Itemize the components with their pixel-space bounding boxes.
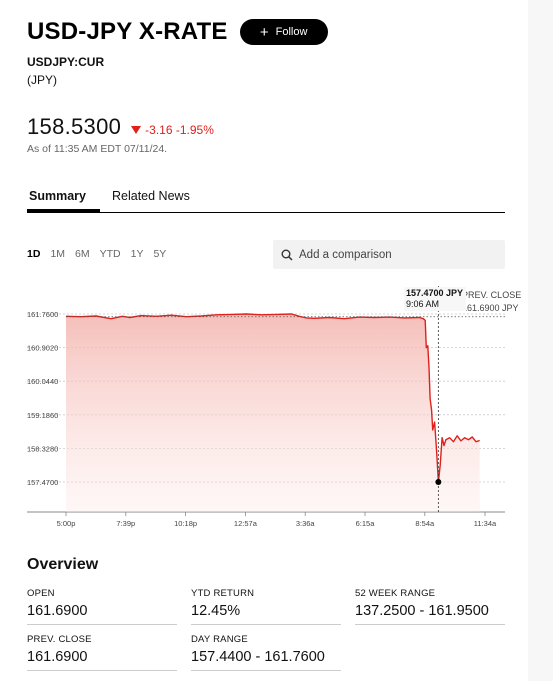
stat-label: YTD RETURN (191, 588, 255, 599)
price-row: 158.5300 -3.16 -1.95% (27, 114, 214, 140)
price-change: -3.16 -1.95% (131, 123, 214, 137)
change-value: -3.16 (145, 123, 173, 137)
range-1m[interactable]: 1M (50, 248, 66, 260)
price-chart[interactable]: 161.7600 160.9020 160.0440 159.1860 158.3280… (0, 280, 528, 530)
page-title: USD-JPY X-RATE (27, 18, 228, 45)
tooltip-time: 9:06 AM (406, 299, 440, 309)
plus-icon: + (259, 23, 269, 41)
prev-close-title: PREV. CLOSE (462, 290, 522, 300)
stat-day-range: DAY RANGE 157.4400 - 161.7600 (191, 634, 341, 671)
x-tick-label: 7:39p (116, 519, 135, 528)
x-tick-label: 6:15a (356, 519, 376, 528)
stat-ytd-return: YTD RETURN 12.45% (191, 588, 341, 625)
search-icon (281, 249, 293, 261)
prev-close-label: PREV. CLOSE 161.6900 JPY (462, 289, 522, 315)
right-scroll-gutter (528, 0, 553, 681)
stat-52-week-range: 52 WEEK RANGE 137.2500 - 161.9500 (355, 588, 505, 625)
tab-bar: Summary Related News (27, 189, 505, 213)
prev-close-value: 161.6900 JPY (462, 303, 519, 313)
last-price: 158.5300 (27, 114, 122, 139)
stat-value: 12.45% (191, 603, 341, 625)
stat-value: 137.2500 - 161.9500 (355, 603, 505, 625)
x-tick-label: 12:57a (234, 519, 258, 528)
y-tick-label: 161.7600 (27, 310, 58, 319)
down-arrow-icon (131, 126, 142, 134)
title-row: USD-JPY X-RATE + Follow (27, 18, 328, 46)
crosshair-point (435, 479, 442, 485)
range-6m[interactable]: 6M (75, 248, 90, 260)
x-tick-label: 8:54a (415, 519, 435, 528)
stat-prev-close: PREV. CLOSE 161.6900 (27, 634, 177, 671)
price-area (66, 314, 480, 512)
tab-related-news[interactable]: Related News (112, 189, 190, 203)
x-tick-label: 11:34a (474, 519, 497, 528)
currency-label: (JPY) (27, 73, 57, 87)
stat-open: OPEN 161.6900 (27, 588, 177, 625)
stat-label: OPEN (27, 588, 55, 599)
range-1y[interactable]: 1Y (130, 248, 144, 260)
range-ytd[interactable]: YTD (99, 248, 121, 260)
change-percent: -1.95% (175, 123, 214, 137)
x-tick-label: 10:18p (174, 519, 197, 528)
stat-label: 52 WEEK RANGE (355, 588, 436, 599)
range-selector: 1D 1M 6M YTD 1Y 5Y (27, 248, 176, 260)
comparison-box[interactable] (273, 240, 505, 269)
range-5y[interactable]: 5Y (153, 248, 167, 260)
ticker-symbol: USDJPY:CUR (27, 55, 105, 69)
active-tab-indicator (27, 209, 100, 212)
stat-value: 157.4400 - 161.7600 (191, 649, 341, 671)
as-of-timestamp: As of 11:35 AM EDT 07/11/24. (27, 143, 168, 155)
y-tick-label: 158.3280 (27, 444, 58, 453)
stat-label: DAY RANGE (191, 634, 248, 645)
hover-tooltip: 157.4700 JPY 9:06 AM (404, 287, 466, 311)
tooltip-value: 157.4700 JPY (406, 288, 464, 298)
range-1d[interactable]: 1D (27, 248, 41, 260)
price-line (65, 313, 480, 483)
y-tick-label: 157.4700 (27, 478, 58, 487)
x-tick-label: 3:36a (296, 519, 316, 528)
tab-summary[interactable]: Summary (29, 189, 86, 203)
y-tick-label: 160.9020 (27, 344, 58, 353)
stat-value: 161.6900 (27, 603, 177, 625)
follow-button[interactable]: + Follow (239, 19, 328, 45)
y-tick-label: 159.1860 (27, 411, 58, 420)
comparison-input[interactable] (299, 248, 489, 261)
stat-label: PREV. CLOSE (27, 634, 92, 645)
x-tick-label: 5:00p (57, 519, 76, 528)
follow-label: Follow (275, 26, 308, 38)
stat-value: 161.6900 (27, 649, 177, 671)
overview-title: Overview (27, 556, 99, 573)
y-tick-label: 160.0440 (27, 377, 58, 386)
